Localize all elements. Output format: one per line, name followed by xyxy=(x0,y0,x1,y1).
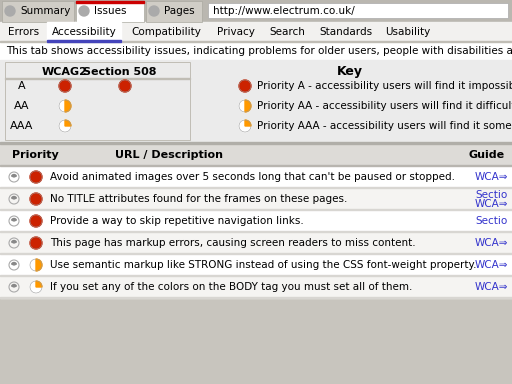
Bar xyxy=(5,62,190,140)
Text: WCA⇒: WCA⇒ xyxy=(475,199,508,209)
Wedge shape xyxy=(245,100,251,112)
Text: If you set any of the colors on the BODY tag you must set all of them.: If you set any of the colors on the BODY… xyxy=(50,282,412,292)
Text: Search: Search xyxy=(269,27,305,37)
Text: Summary: Summary xyxy=(20,7,70,17)
Wedge shape xyxy=(245,120,251,126)
Text: Priority AA - accessibility users will find it difficult to use some pages: Priority AA - accessibility users will f… xyxy=(257,101,512,111)
Bar xyxy=(0,188,512,210)
Circle shape xyxy=(30,215,42,227)
Text: WCA⇒: WCA⇒ xyxy=(475,238,508,248)
Circle shape xyxy=(239,80,251,92)
Text: AA: AA xyxy=(14,101,30,111)
Circle shape xyxy=(30,171,42,183)
Bar xyxy=(208,3,508,18)
Bar xyxy=(76,1,144,3)
Bar xyxy=(0,276,512,298)
Bar xyxy=(0,210,512,232)
Text: Issues: Issues xyxy=(94,7,126,17)
Text: WCA⇒: WCA⇒ xyxy=(475,172,508,182)
Text: WCA⇒: WCA⇒ xyxy=(475,260,508,270)
Text: Errors: Errors xyxy=(8,27,39,37)
Bar xyxy=(2,1,74,22)
Bar xyxy=(0,0,512,22)
Bar xyxy=(0,209,512,210)
Wedge shape xyxy=(12,263,16,265)
Bar xyxy=(0,60,512,142)
Bar xyxy=(0,232,512,254)
Text: This tab shows accessibility issues, indicating problems for older users, people: This tab shows accessibility issues, ind… xyxy=(6,46,512,56)
Text: Guide: Guide xyxy=(469,150,505,160)
Bar xyxy=(0,42,512,60)
Wedge shape xyxy=(30,281,42,293)
Wedge shape xyxy=(239,120,251,132)
Text: Compatibility: Compatibility xyxy=(131,27,201,37)
Circle shape xyxy=(30,193,42,205)
Wedge shape xyxy=(59,100,65,112)
Text: http://www.electrum.co.uk/: http://www.electrum.co.uk/ xyxy=(213,6,355,16)
Text: Standards: Standards xyxy=(319,27,373,37)
Wedge shape xyxy=(12,285,16,287)
Wedge shape xyxy=(36,259,42,271)
Bar xyxy=(47,22,121,42)
Bar xyxy=(0,144,512,166)
Bar xyxy=(76,1,144,22)
Text: A: A xyxy=(18,81,26,91)
Wedge shape xyxy=(12,240,16,243)
Wedge shape xyxy=(30,259,36,271)
Wedge shape xyxy=(65,100,71,112)
Text: Sectio: Sectio xyxy=(476,190,508,200)
Wedge shape xyxy=(12,174,16,177)
Wedge shape xyxy=(59,120,71,132)
Wedge shape xyxy=(12,197,16,199)
Bar xyxy=(0,165,512,166)
Circle shape xyxy=(119,80,131,92)
Text: Use semantic markup like STRONG instead of using the CSS font-weight property.: Use semantic markup like STRONG instead … xyxy=(50,260,477,270)
Wedge shape xyxy=(65,120,71,126)
Circle shape xyxy=(30,237,42,249)
Bar xyxy=(0,254,512,276)
Text: Avoid animated images over 5 seconds long that can't be paused or stopped.: Avoid animated images over 5 seconds lon… xyxy=(50,172,455,182)
Bar xyxy=(0,22,512,42)
Text: Priority: Priority xyxy=(12,150,58,160)
Bar xyxy=(5,78,190,79)
Text: Key: Key xyxy=(337,66,363,78)
Bar xyxy=(0,297,512,298)
Text: Priority A - accessibility users will find it impossible to use some pag: Priority A - accessibility users will fi… xyxy=(257,81,512,91)
Bar xyxy=(0,41,512,42)
Wedge shape xyxy=(36,281,42,287)
Circle shape xyxy=(149,6,159,16)
Text: WCA⇒: WCA⇒ xyxy=(475,282,508,292)
Bar xyxy=(0,142,512,144)
Text: WCAG2: WCAG2 xyxy=(42,67,88,77)
Text: Sectio: Sectio xyxy=(476,216,508,226)
Bar xyxy=(47,40,121,42)
Text: Section 508: Section 508 xyxy=(83,67,157,77)
Text: Pages: Pages xyxy=(164,7,195,17)
Circle shape xyxy=(5,6,15,16)
Bar xyxy=(0,166,512,188)
Circle shape xyxy=(79,6,89,16)
Text: Priority AAA - accessibility users will find it somewhat difficult to use: Priority AAA - accessibility users will … xyxy=(257,121,512,131)
Wedge shape xyxy=(239,100,245,112)
Text: AAA: AAA xyxy=(10,121,34,131)
Wedge shape xyxy=(12,218,16,221)
Text: Accessibility: Accessibility xyxy=(52,27,116,37)
Circle shape xyxy=(59,80,71,92)
Text: Usability: Usability xyxy=(386,27,431,37)
Text: URL / Description: URL / Description xyxy=(115,150,223,160)
Text: This page has markup errors, causing screen readers to miss content.: This page has markup errors, causing scr… xyxy=(50,238,416,248)
Bar xyxy=(0,231,512,232)
Text: No TITLE attributes found for the frames on these pages.: No TITLE attributes found for the frames… xyxy=(50,194,347,204)
Text: Privacy: Privacy xyxy=(217,27,255,37)
Text: Provide a way to skip repetitive navigation links.: Provide a way to skip repetitive navigat… xyxy=(50,216,304,226)
Bar xyxy=(146,1,202,22)
